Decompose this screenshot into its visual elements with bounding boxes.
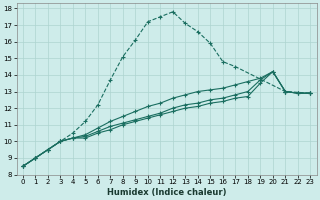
X-axis label: Humidex (Indice chaleur): Humidex (Indice chaleur) [107, 188, 226, 197]
